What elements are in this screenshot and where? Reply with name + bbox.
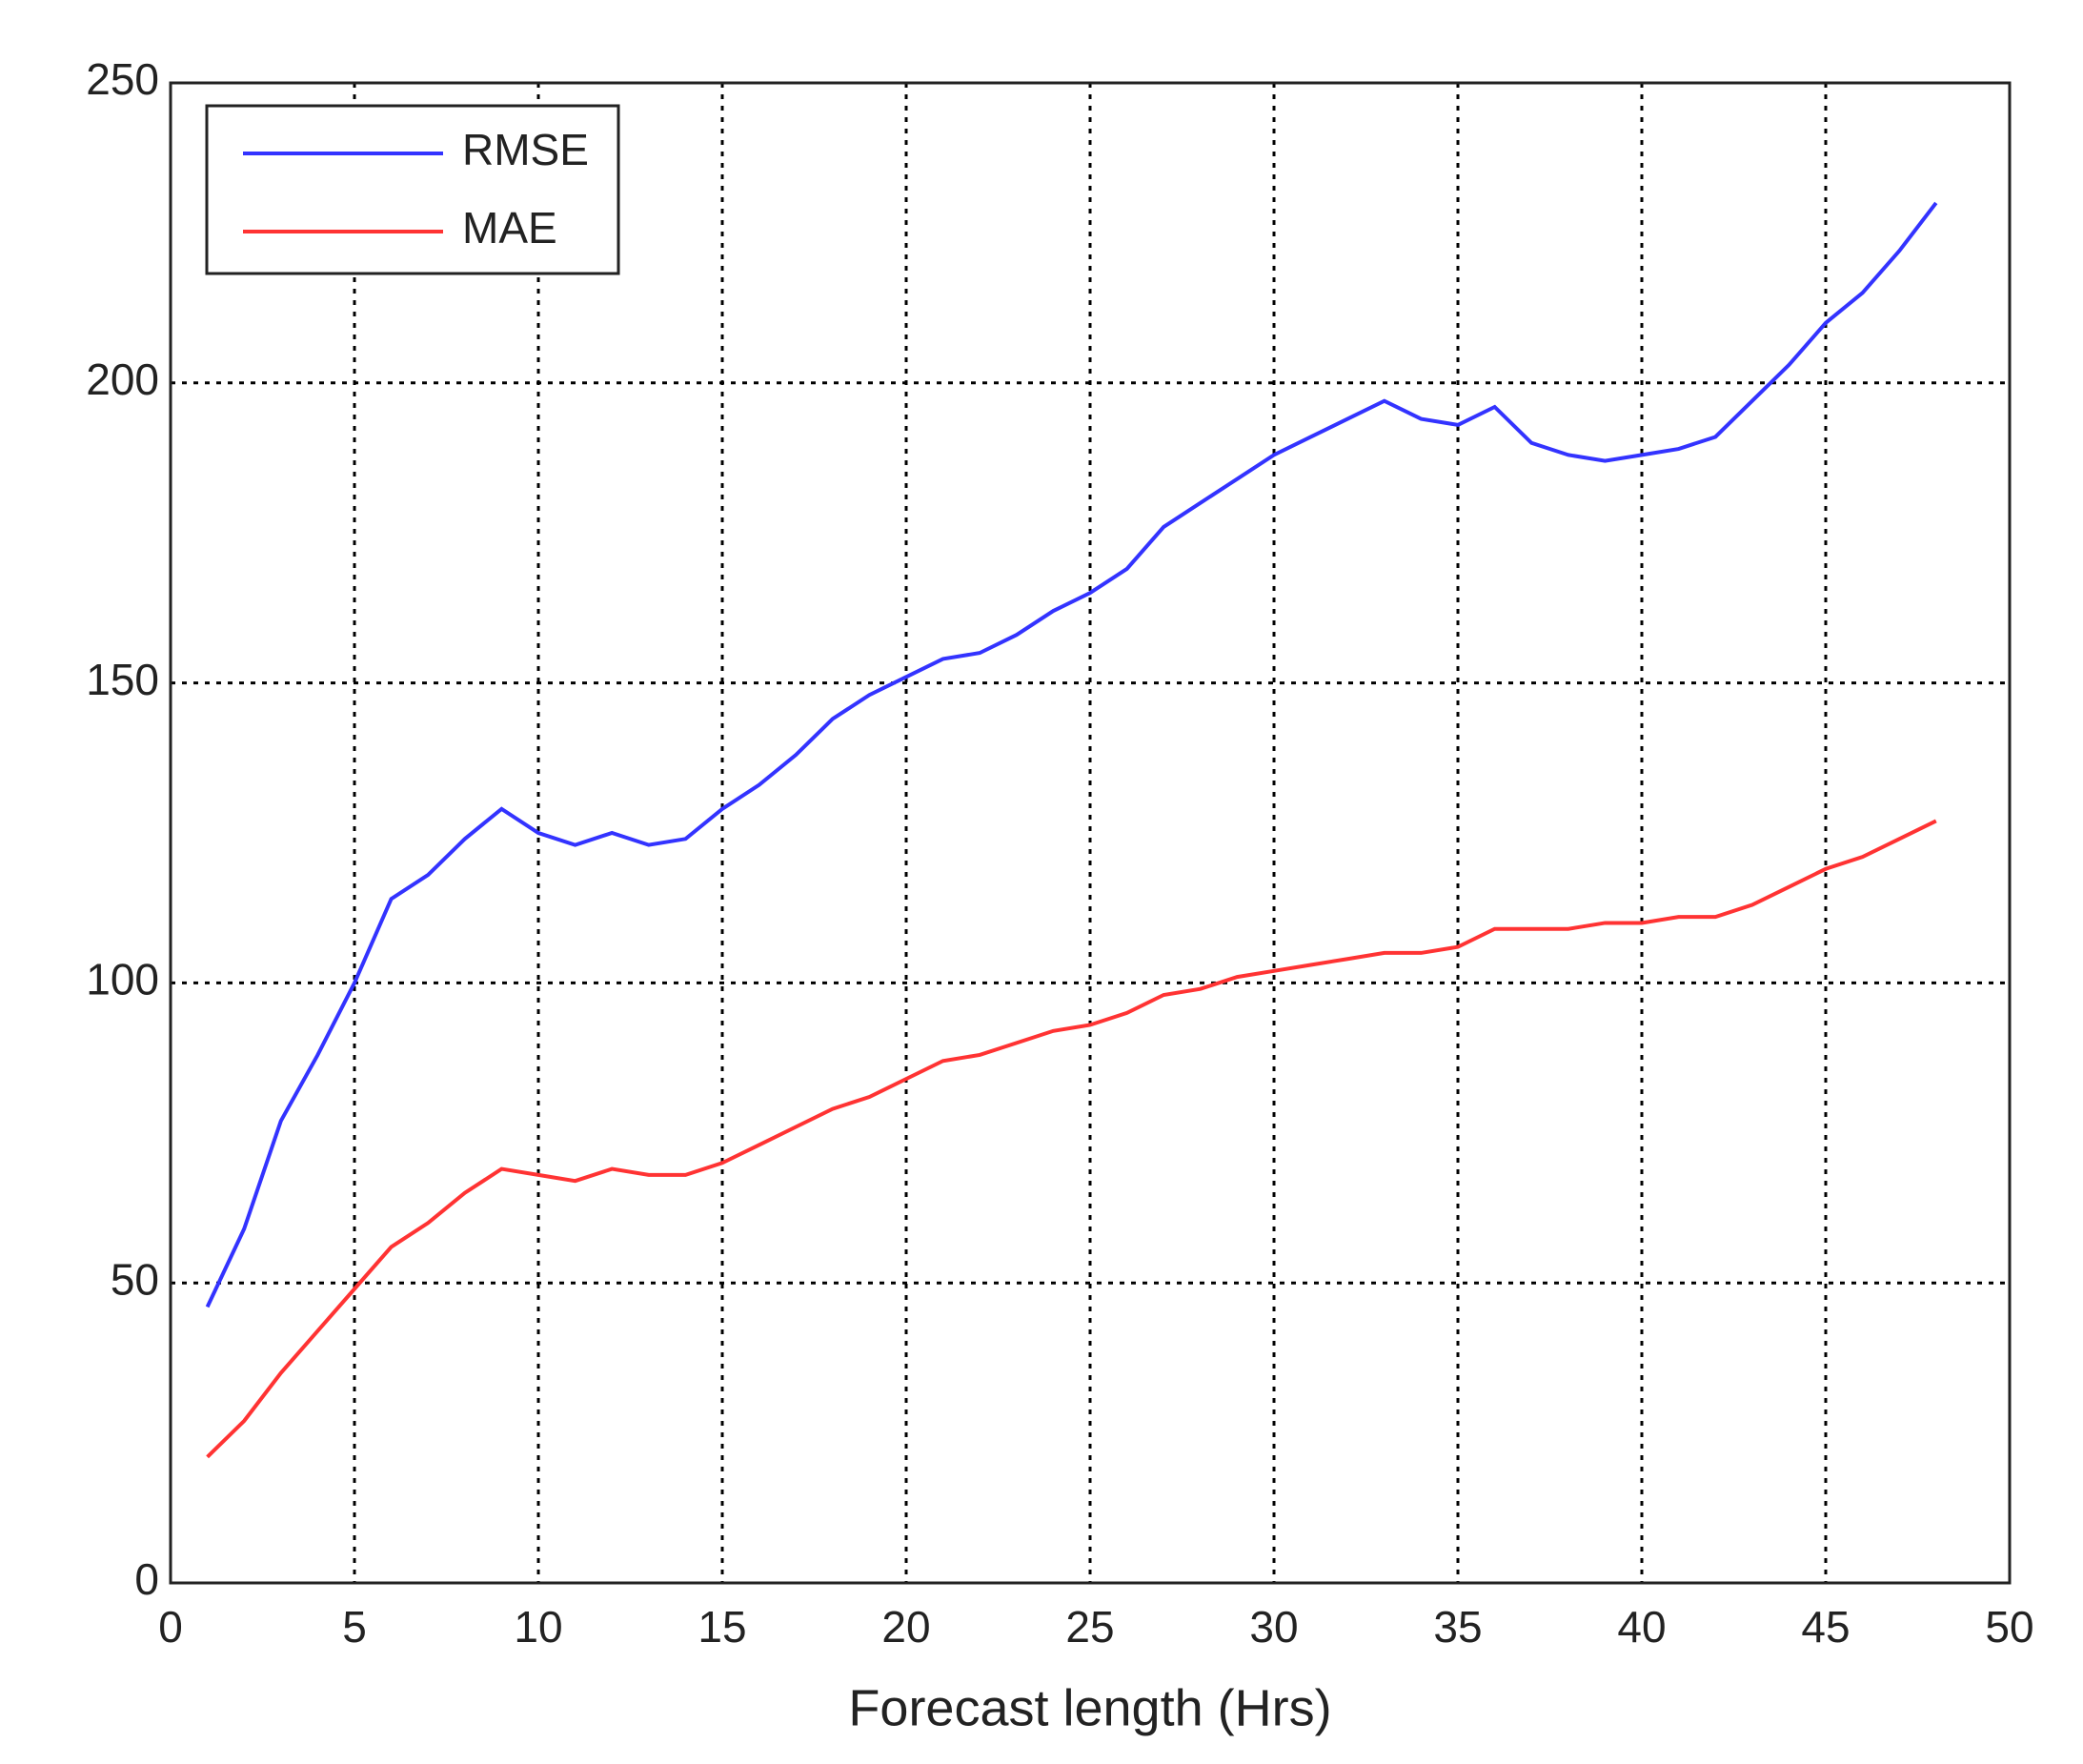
legend-label: RMSE: [462, 125, 589, 174]
x-tick-label: 0: [158, 1602, 183, 1652]
y-tick-label: 200: [86, 355, 159, 404]
x-tick-label: 45: [1801, 1602, 1850, 1652]
y-tick-label: 150: [86, 655, 159, 704]
x-tick-label: 30: [1249, 1602, 1298, 1652]
data-line: [206, 819, 1937, 1459]
y-tick-label: 250: [86, 54, 159, 104]
y-tick-label: 50: [111, 1254, 159, 1304]
legend-box: [205, 104, 620, 275]
x-tick-label: 25: [1065, 1602, 1114, 1652]
x-tick-label: 5: [342, 1602, 367, 1652]
x-tick-label: 50: [1985, 1602, 2033, 1652]
x-tick-label: 35: [1433, 1602, 1482, 1652]
y-tick-label: 100: [86, 955, 159, 1004]
legend-label: MAE: [462, 203, 557, 253]
plot-frame: [169, 81, 2012, 1585]
y-tick-label: 0: [134, 1554, 159, 1604]
x-tick-label: 10: [514, 1602, 562, 1652]
data-line: [205, 201, 1938, 1308]
x-tick-label: 15: [698, 1602, 746, 1652]
x-tick-label: 20: [881, 1602, 930, 1652]
plot-area: [171, 83, 2010, 1583]
x-axis-label: Forecast length (Hrs): [848, 1679, 1331, 1736]
x-tick-label: 40: [1617, 1602, 1666, 1652]
